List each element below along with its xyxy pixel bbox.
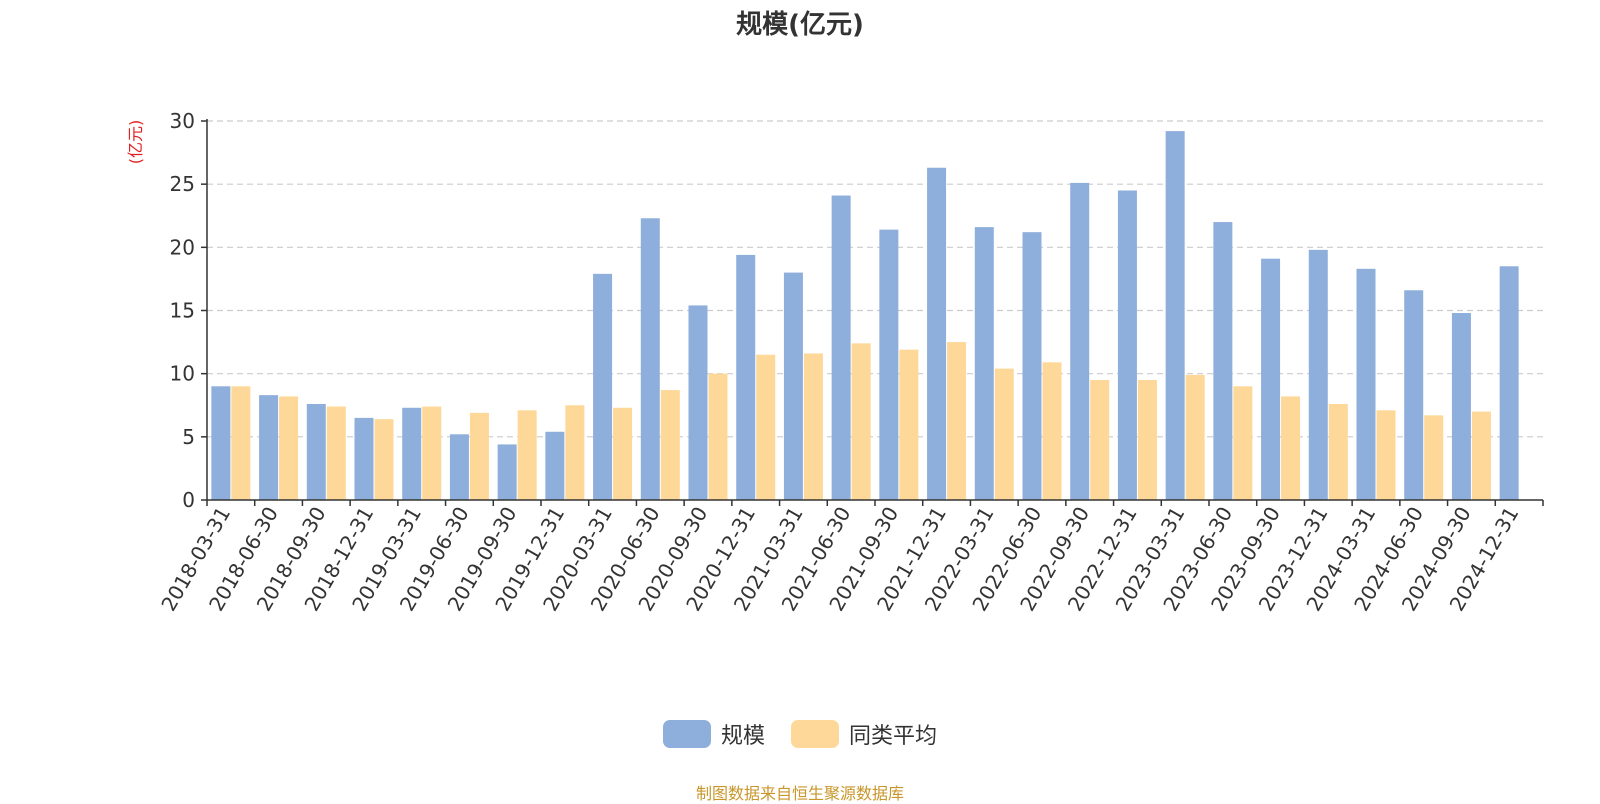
bar-scale	[1499, 266, 1519, 500]
bar-scale	[306, 403, 326, 500]
legend-swatch-peer-average	[791, 720, 839, 748]
bar-chart: 0510152025302018-03-312018-06-302018-09-…	[126, 109, 1544, 615]
bar-peer-average	[565, 405, 585, 500]
bar-peer-average	[994, 368, 1014, 500]
bar-peer-average	[1328, 403, 1348, 500]
bar-scale	[497, 444, 517, 500]
bar-scale	[1308, 249, 1328, 500]
bar-scale	[211, 386, 231, 500]
y-axis-label: (亿元)	[126, 120, 145, 165]
bar-peer-average	[613, 407, 633, 500]
bar-peer-average	[1137, 379, 1157, 500]
bar-peer-average	[708, 373, 728, 500]
bar-scale	[402, 407, 422, 500]
bar-peer-average	[374, 419, 394, 500]
bar-scale	[927, 167, 947, 500]
bars	[211, 131, 1519, 501]
y-tick-label: 5	[182, 425, 195, 449]
bar-scale	[1213, 222, 1233, 501]
bar-scale	[1022, 232, 1042, 500]
bar-peer-average	[1424, 415, 1444, 500]
legend-swatch-scale	[662, 720, 711, 748]
y-tick-label: 15	[170, 299, 195, 323]
legend-label-peer-average: 同类平均	[849, 724, 938, 749]
bar-peer-average	[231, 386, 251, 500]
bar-scale	[259, 395, 279, 500]
bar-scale	[688, 305, 708, 500]
data-source-note: 制图数据来自恒生聚源数据库	[695, 784, 904, 803]
bar-scale	[1261, 258, 1281, 500]
gridlines	[207, 120, 1543, 438]
bar-peer-average	[1471, 411, 1491, 500]
bar-peer-average	[947, 342, 967, 500]
bar-scale	[640, 218, 660, 500]
chart-title: 规模(亿元)	[736, 10, 864, 40]
bar-peer-average	[422, 406, 442, 500]
bar-scale	[545, 431, 565, 500]
bar-scale	[783, 272, 803, 500]
y-tick-label: 20	[170, 235, 195, 259]
legend-item-peer-average[interactable]: 同类平均	[791, 718, 937, 750]
bar-peer-average	[803, 353, 823, 500]
bar-peer-average	[1281, 396, 1301, 500]
bar-peer-average	[517, 410, 537, 500]
bar-peer-average	[469, 412, 489, 500]
bar-peer-average	[1090, 379, 1110, 500]
bar-scale	[736, 254, 756, 500]
y-tick-label: 0	[182, 488, 195, 512]
bar-peer-average	[1185, 374, 1205, 500]
y-tick-label: 25	[170, 172, 195, 196]
bar-scale	[1070, 182, 1090, 501]
legend-label-scale: 规模	[720, 724, 765, 749]
bar-scale	[974, 227, 994, 500]
bar-peer-average	[1042, 362, 1062, 500]
bar-peer-average	[660, 390, 680, 500]
bar-peer-average	[756, 354, 776, 500]
bar-peer-average	[1376, 410, 1396, 500]
bar-peer-average	[326, 406, 346, 500]
y-tick-label: 10	[170, 362, 195, 386]
legend: 规模 同类平均	[0, 718, 1600, 750]
bar-scale	[1165, 131, 1185, 500]
bar-peer-average	[1233, 386, 1253, 500]
bar-scale	[449, 434, 469, 500]
bar-scale	[593, 273, 613, 500]
bar-scale	[1451, 313, 1471, 500]
bar-scale	[831, 195, 851, 500]
bar-scale	[1356, 268, 1376, 500]
bar-scale	[1404, 290, 1424, 500]
bar-scale	[354, 417, 374, 500]
bar-peer-average	[899, 349, 919, 500]
bar-peer-average	[279, 396, 299, 500]
bar-scale	[1117, 190, 1137, 500]
bar-scale	[879, 229, 899, 500]
legend-item-scale[interactable]: 规模	[662, 718, 765, 750]
bar-peer-average	[851, 343, 871, 500]
y-tick-label: 30	[170, 109, 195, 133]
